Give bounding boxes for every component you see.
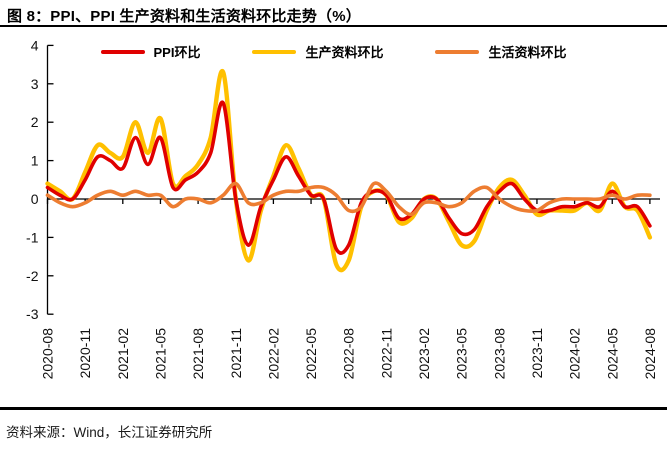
y-tick-label: -3 [26, 306, 39, 322]
x-tick-label: 2024-08 [642, 328, 658, 380]
x-tick-label: 2022-08 [341, 328, 357, 380]
y-tick-label: 0 [31, 191, 39, 207]
x-tick-label: 2021-11 [228, 328, 244, 379]
y-tick-label: 3 [31, 76, 39, 92]
y-tick-label: 2 [31, 114, 39, 130]
x-tick-label: 2021-08 [190, 328, 206, 380]
x-tick-labels: 2020-08 2020-11 2021-02 2021-05 2021-08 2021-… [40, 328, 658, 380]
y-tick-label: 4 [31, 37, 39, 53]
consumer-goods-series-line [45, 181, 652, 217]
y-tick-label: -1 [26, 229, 39, 245]
x-tick-label: 2023-11 [529, 328, 545, 379]
legend-label-producer-goods: 生产资料环比 [305, 45, 384, 60]
legend-label-ppi: PPI环比 [153, 45, 201, 60]
source-divider [0, 407, 667, 410]
legend-item-producer-goods: 生产资料环比 [252, 42, 383, 61]
x-tick-label: 2020-11 [77, 328, 93, 379]
y-tick-label: -2 [26, 268, 39, 284]
figure-title: 图 8：PPI、PPI 生产资料和生活资料环比走势（%） [0, 0, 667, 27]
ppi-line-swatch [100, 49, 145, 54]
y-tick-label: 1 [31, 153, 39, 169]
legend-label-consumer-goods: 生活资料环比 [488, 45, 567, 60]
x-tick-label: 2024-05 [604, 328, 620, 380]
line-chart: PPI环比 生产资料环比 生活资料环比 4 3 2 1 0 -1 -2 -3 2020-08 20… [0, 27, 667, 407]
y-axis: 4 3 2 1 0 -1 -2 -3 [26, 37, 54, 322]
x-tick-label: 2021-05 [152, 328, 168, 380]
x-tick-label: 2023-08 [491, 328, 507, 380]
x-tick-label: 2022-02 [265, 328, 281, 380]
source-note: 资料来源：Wind，长江证券研究所 [6, 425, 213, 440]
x-tick-label: 2020-08 [40, 328, 56, 380]
x-tick-label: 2022-11 [378, 328, 394, 379]
legend-item-consumer-goods: 生活资料环比 [435, 42, 567, 61]
x-tick-label: 2021-02 [115, 328, 131, 380]
x-tick-label: 2022-05 [303, 328, 319, 380]
consumer-goods-line-swatch [435, 49, 480, 54]
x-tick-label: 2023-02 [416, 328, 432, 380]
x-tick-label: 2024-02 [567, 328, 583, 380]
producer-goods-series-line [45, 69, 653, 273]
chart-legend: PPI环比 生产资料环比 生活资料环比 [0, 42, 667, 61]
x-tick-label: 2023-05 [454, 328, 470, 380]
ppi-series-line [45, 100, 652, 255]
series-lines [45, 69, 653, 273]
legend-item-ppi: PPI环比 [100, 42, 201, 61]
producer-goods-line-swatch [252, 49, 297, 54]
